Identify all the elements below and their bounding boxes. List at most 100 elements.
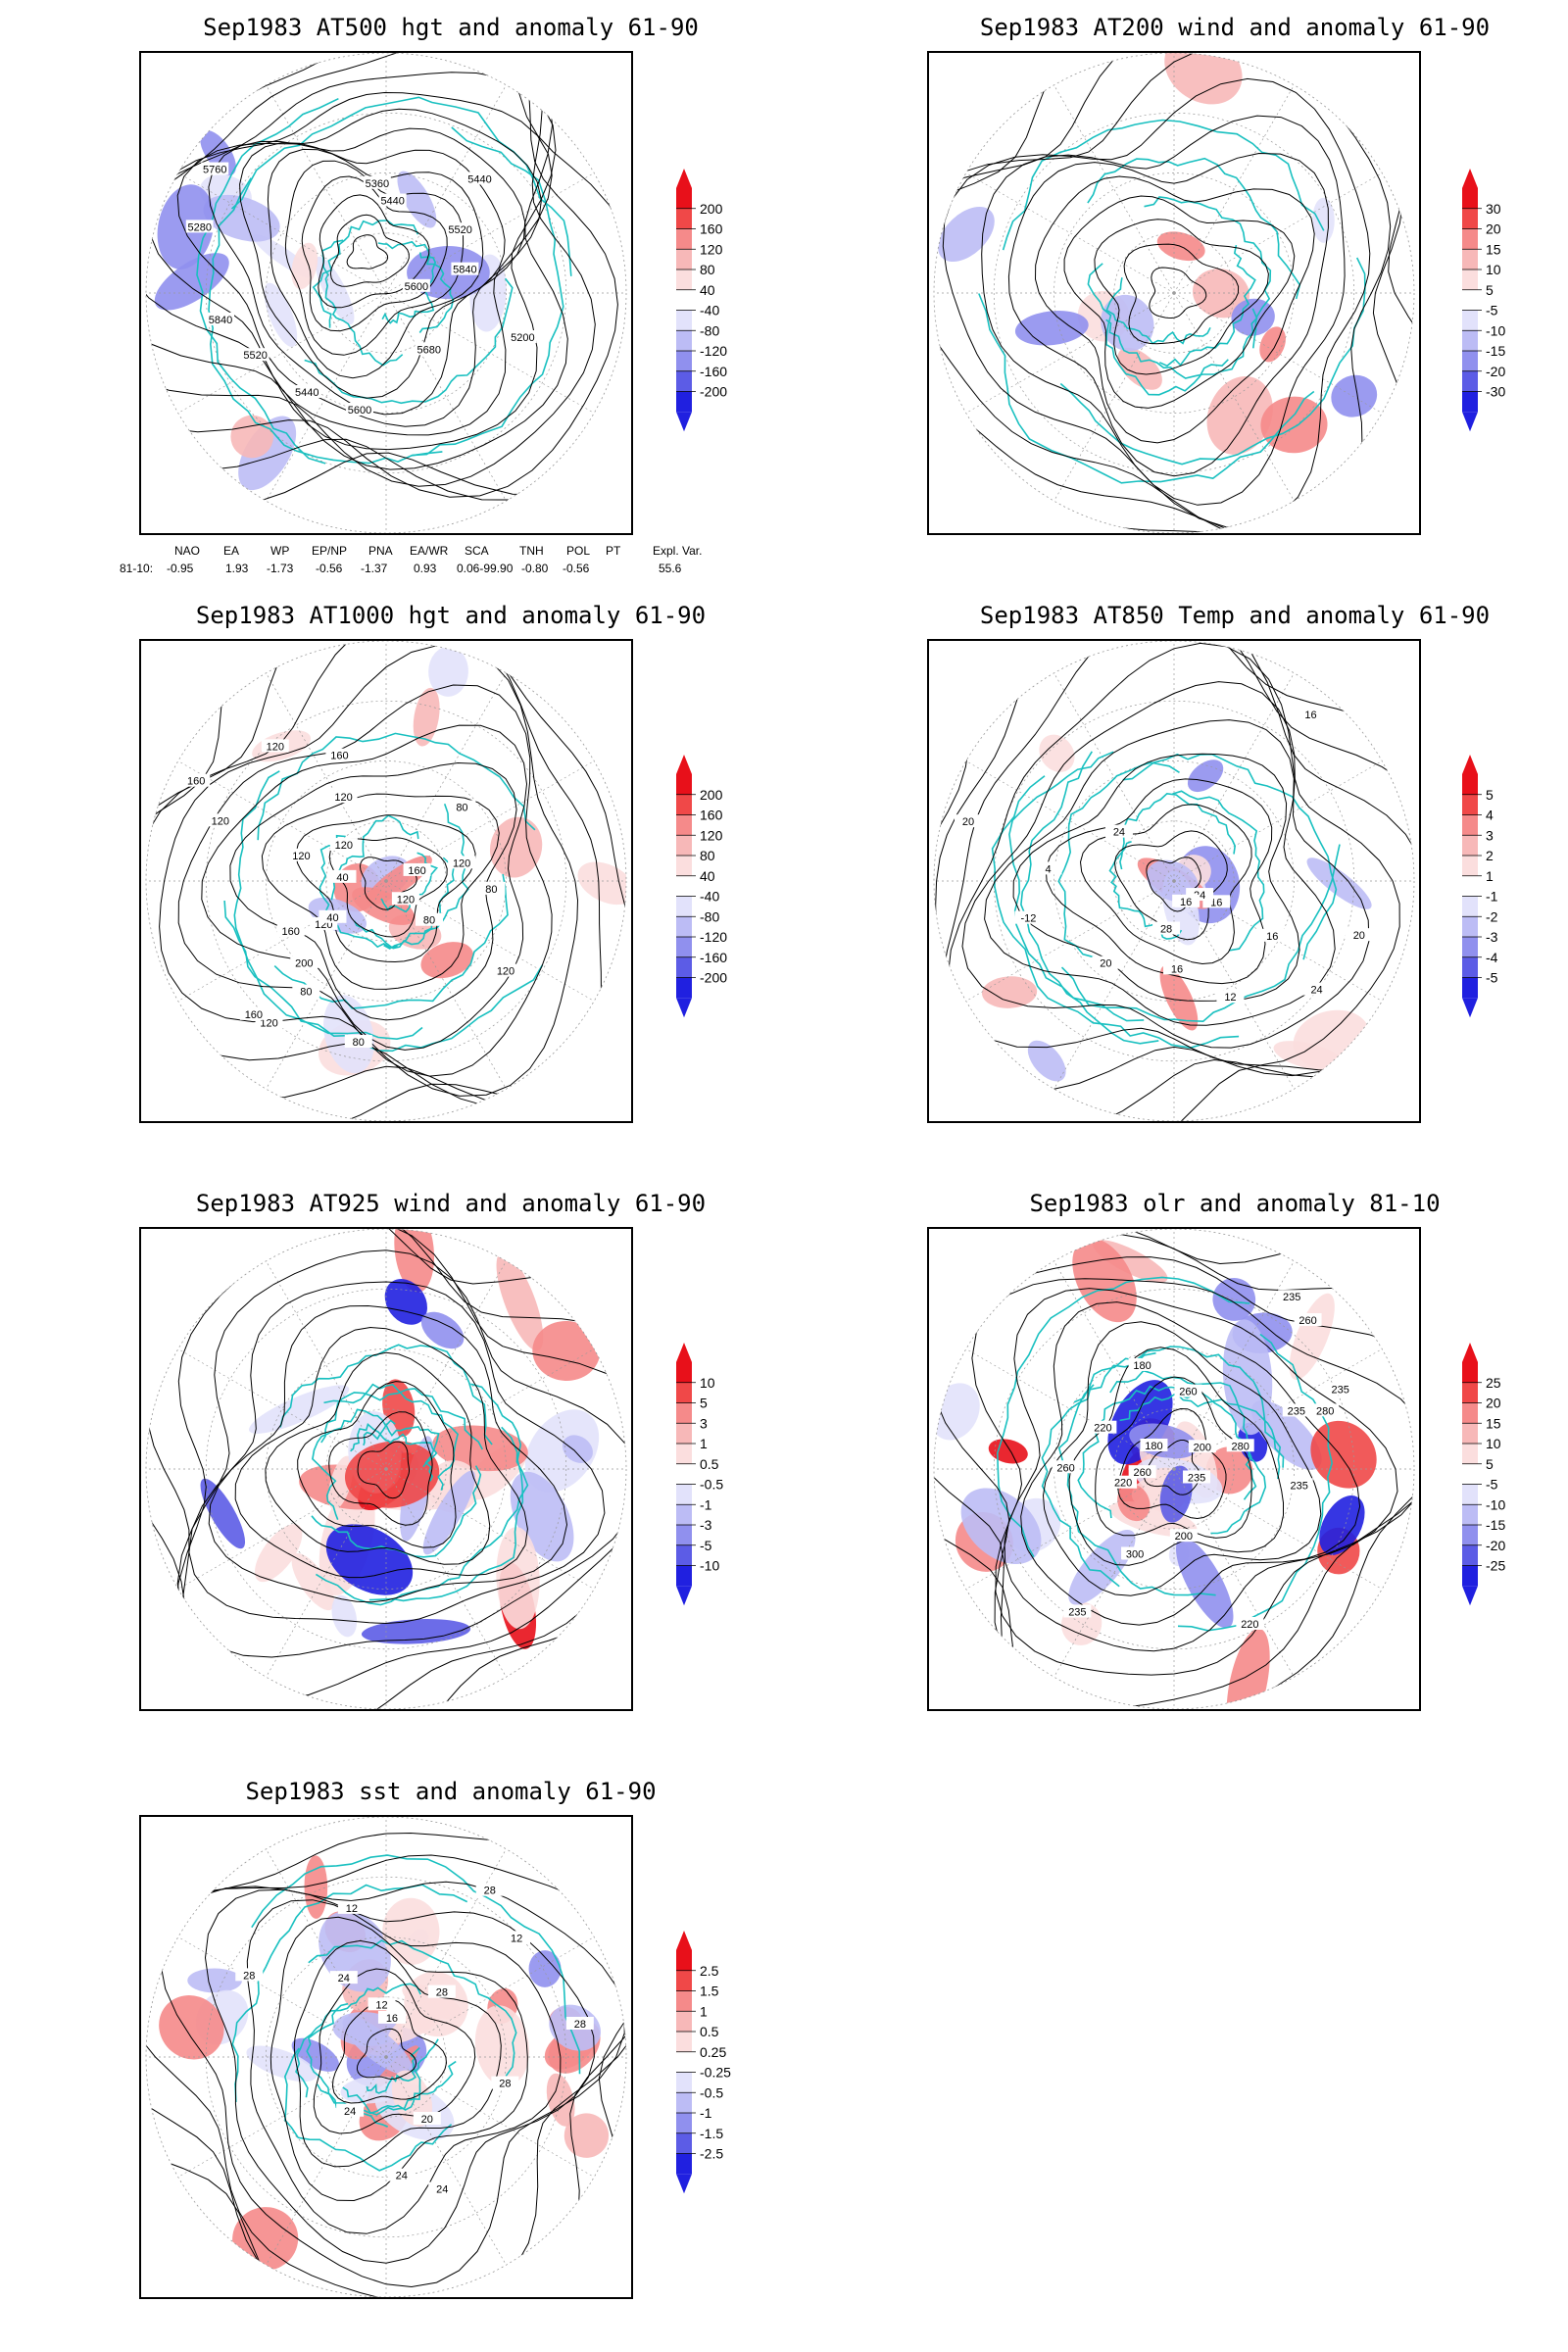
colorbar-arrow-bottom: [676, 412, 692, 432]
latitude-circle: [205, 1876, 567, 2238]
streamline: [1063, 195, 1296, 409]
colorbar-label: 2: [1486, 848, 1494, 863]
anomaly-shading: [1072, 1238, 1137, 1323]
contour-line: [146, 53, 596, 487]
contour-label-bg: [1302, 982, 1331, 996]
colorbar-swatch: [676, 1525, 692, 1545]
contour-label: 24: [1113, 827, 1125, 839]
colorbar-label: 120: [700, 827, 723, 843]
colorbar-label: 120: [700, 241, 723, 257]
streamline: [265, 1351, 491, 1565]
contour-label-bg: [1294, 1313, 1322, 1327]
streamline: [176, 1250, 626, 1658]
colorbar-swatch: [1462, 937, 1478, 957]
contour-label-bg: [1226, 1439, 1254, 1452]
contour-label: 5600: [348, 405, 371, 416]
meridian-line: [177, 1468, 387, 1590]
panel-olr: Sep1983 olr and anomaly 81-10 260 235 260 2…: [843, 1176, 1568, 1764]
contour-line: [935, 641, 1414, 1121]
contour-label: 120: [397, 894, 415, 906]
colorbar-swatch: [676, 1362, 692, 1383]
colorbar-label: -15: [1486, 343, 1505, 359]
contour-label-bg: [239, 1006, 268, 1020]
contour-label: 28: [484, 1886, 496, 1897]
colorbar-swatch: [676, 351, 692, 371]
contour-label-bg: [378, 193, 407, 207]
colorbar-label: 160: [700, 221, 723, 237]
colorbar-swatch: [676, 1402, 692, 1424]
colorbar-arrow-bottom: [1462, 1586, 1478, 1606]
contour-label-bg: [1063, 1604, 1092, 1618]
contour-label-bg: [415, 342, 443, 356]
contour-label: 20: [962, 816, 974, 828]
contour-label: 200: [1194, 1442, 1211, 1453]
colorbar-label: 30: [1486, 201, 1501, 217]
contour-label: 40: [336, 872, 348, 884]
colorbar-swatch: [1462, 1463, 1478, 1485]
meridian-line: [1054, 672, 1175, 882]
colorbar-label: -0.25: [700, 2065, 731, 2081]
meridian-line: [1173, 172, 1383, 294]
coastline: [1172, 790, 1265, 952]
contour-label: 120: [292, 851, 310, 862]
contour-line: [1113, 830, 1228, 941]
colorbar-label: 10: [1486, 262, 1501, 277]
meridian-line: [385, 880, 507, 1090]
colorbar-label: 3: [700, 1415, 708, 1431]
contour-label: 12: [1224, 992, 1236, 1004]
anomaly-shading: [428, 646, 468, 697]
contour-line: [146, 53, 626, 511]
map-content: [934, 53, 1414, 533]
anomaly-shading: [1250, 1399, 1322, 1470]
colorbar-swatch: [1462, 1444, 1478, 1464]
meridian-line: [1054, 880, 1175, 1090]
contour-label-bg: [1034, 861, 1062, 875]
contour-label: 120: [335, 840, 353, 852]
contour-label-bg: [1278, 1290, 1306, 1303]
streamline: [357, 1441, 410, 1499]
colorbar-label: -0.5: [700, 1477, 723, 1493]
colorbar-label: -5: [1486, 303, 1498, 318]
streamline: [297, 1381, 457, 1548]
contour-label-bg: [415, 912, 443, 926]
streamline: [234, 1326, 528, 1579]
colorbar-label: -40: [700, 889, 719, 905]
meridian-line: [385, 172, 595, 294]
colorbar-swatch: [676, 228, 692, 250]
colorbar-label: -80: [700, 908, 719, 924]
meridian-line: [385, 292, 507, 502]
contour-label: 5760: [203, 165, 226, 176]
meridian-line: [385, 1848, 507, 2058]
contour-label: 24: [1310, 985, 1322, 997]
meridian-line: [177, 172, 387, 294]
contour-label-bg: [337, 1900, 366, 1914]
contour-label-bg: [377, 2010, 406, 2024]
colorbar-swatch: [1462, 391, 1478, 413]
contour-line: [148, 91, 553, 436]
meridian-line: [1173, 1468, 1295, 1678]
streamline: [146, 1229, 626, 1709]
contour-label-bg: [1172, 894, 1200, 907]
contour-label: 24: [344, 2106, 356, 2118]
teleconnection-indices: NAO EA WP EP/NP PNA EA/WR SCA TNH POL PT…: [98, 544, 784, 583]
meridian-line: [1173, 672, 1295, 882]
contour-label: 180: [1145, 1441, 1162, 1452]
colorbar-label: 0.25: [700, 2044, 726, 2060]
contour-label-bg: [1216, 990, 1245, 1004]
contour-label-bg: [1089, 1420, 1117, 1434]
contour-label-bg: [446, 222, 474, 236]
latitude-circle: [205, 112, 567, 474]
anomaly-shading: [1027, 1040, 1066, 1082]
coastline: [196, 97, 339, 465]
contour-label-bg: [325, 748, 354, 761]
meridian-line: [385, 84, 507, 294]
coastline: [251, 1854, 581, 2075]
anomaly-shading: [1159, 965, 1199, 1031]
anomaly-shading: [249, 1385, 350, 1434]
contour-label-bg: [1297, 707, 1325, 720]
anomaly-shading: [934, 1383, 980, 1441]
colorbar-label: 160: [700, 808, 723, 823]
colorbar-label: -120: [700, 929, 727, 945]
contour-label-bg: [955, 814, 983, 828]
